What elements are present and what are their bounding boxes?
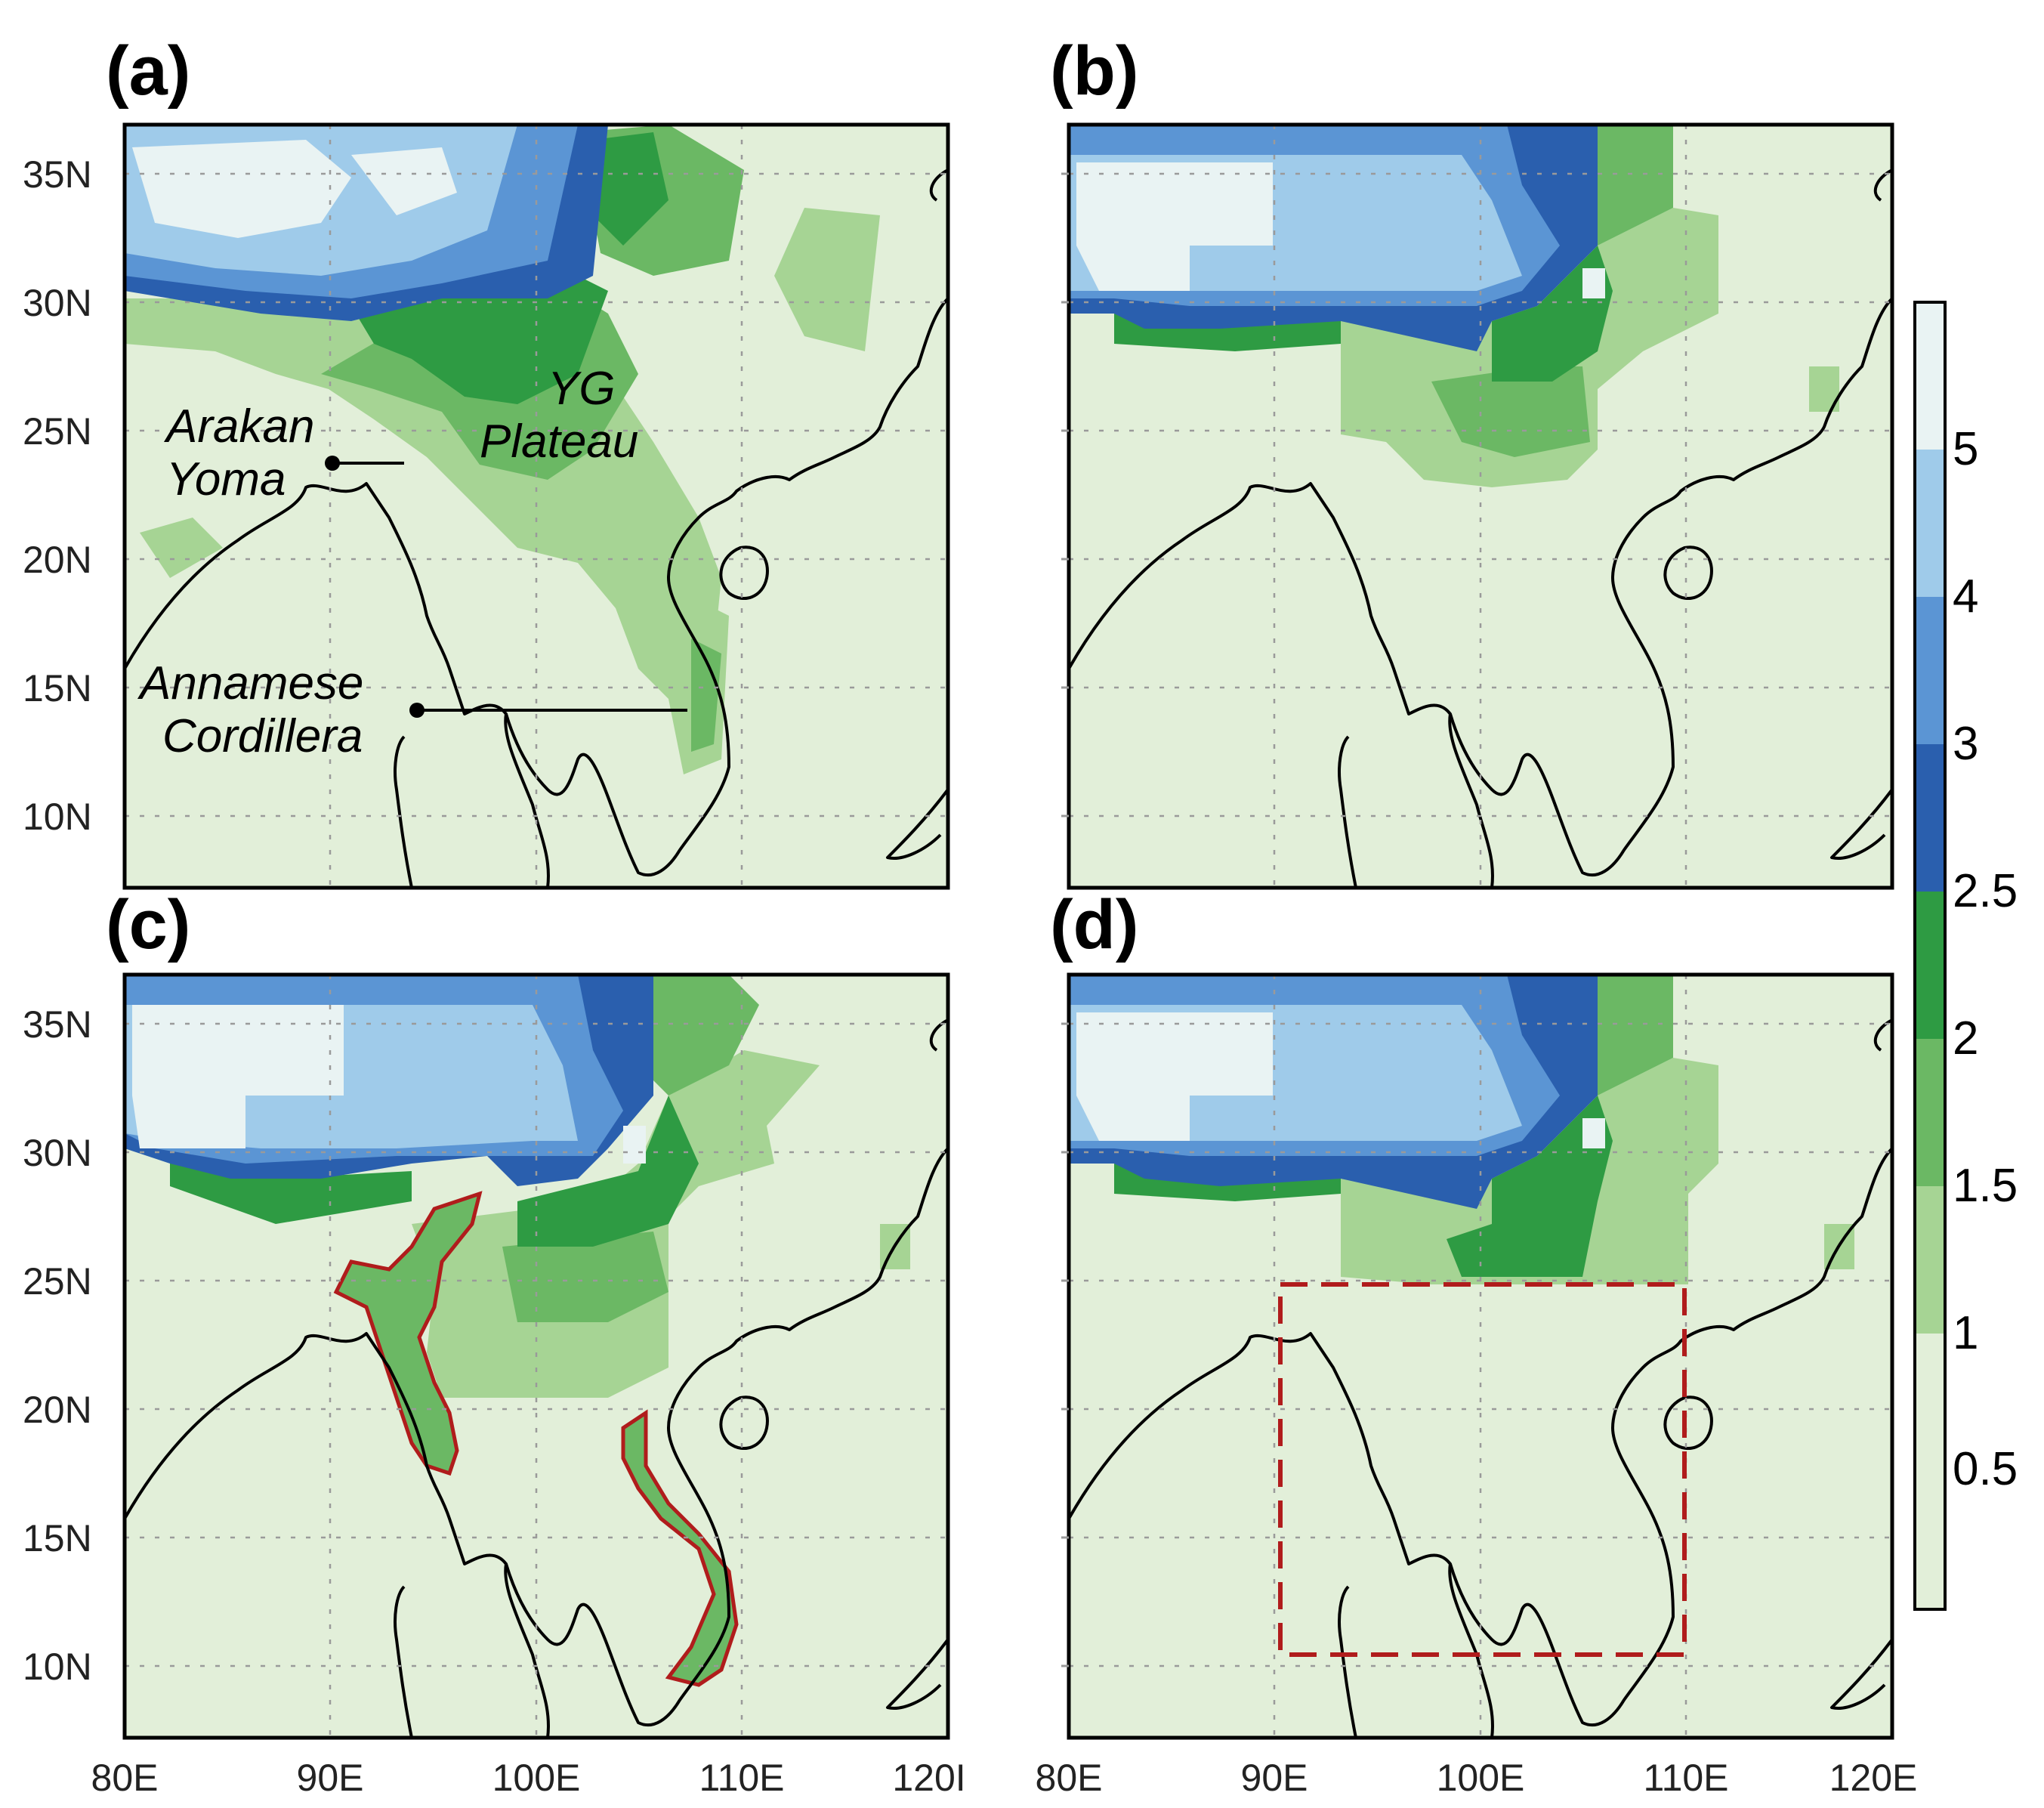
annotation-annamese-cordillera: Annamese Cordillera	[137, 657, 687, 762]
svg-text:20N: 20N	[23, 539, 92, 581]
svg-text:10N: 10N	[23, 796, 92, 838]
svg-text:Cordillera: Cordillera	[162, 710, 363, 762]
svg-text:35N: 35N	[23, 153, 92, 196]
lat-axis-top: 35N 30N 25N 20N 15N 10N	[23, 153, 92, 838]
annotation-yg-plateau: YG Plateau	[480, 363, 638, 468]
svg-text:Annamese: Annamese	[137, 657, 363, 709]
svg-text:90E: 90E	[1241, 1757, 1308, 1799]
svg-text:80E: 80E	[91, 1757, 159, 1799]
svg-text:30N: 30N	[23, 1132, 92, 1174]
colorbar-tick-1: 1	[1953, 1307, 1978, 1359]
annotation-arakan-yoma: Arakan Yoma	[163, 400, 404, 505]
colorbar-tick-2-5: 2.5	[1953, 865, 2018, 917]
colorbar-segment-3	[1915, 597, 1945, 744]
colorbar: 5 4 3 2.5 2 1.5 1 0.5	[1913, 301, 2018, 1611]
panel-label-c: (c)	[106, 886, 190, 963]
colorbar-segment-8	[1915, 1334, 1945, 1609]
svg-text:25N: 25N	[23, 410, 92, 453]
colorbar-tick-4: 4	[1953, 570, 1978, 623]
svg-text:15N: 15N	[23, 1517, 92, 1559]
colorbar-tick-2: 2	[1953, 1012, 1978, 1065]
panel-c	[122, 972, 950, 1740]
svg-text:30N: 30N	[23, 282, 92, 324]
lat-axis-bottom: 35N 30N 25N 20N 15N 10N	[23, 1003, 92, 1688]
svg-text:110E: 110E	[1643, 1757, 1728, 1799]
colorbar-segment-4	[1915, 744, 1945, 892]
panel-label-a: (a)	[106, 32, 190, 110]
svg-text:15N: 15N	[23, 667, 92, 709]
svg-text:110E: 110E	[699, 1757, 784, 1799]
colorbar-segment-7	[1915, 1186, 1945, 1334]
svg-text:100E: 100E	[492, 1757, 581, 1799]
panel-label-d: (d)	[1050, 886, 1138, 963]
svg-text:80E: 80E	[1036, 1757, 1103, 1799]
lon-axis-right: 80E 90E 100E 110E 120E	[1036, 1757, 1918, 1799]
svg-text:25N: 25N	[23, 1260, 92, 1303]
panel-label-b: (b)	[1050, 32, 1138, 110]
lon-axis-left: 80E 90E 100E 110E 120I	[91, 1757, 966, 1799]
svg-text:YG: YG	[548, 363, 616, 415]
svg-text:35N: 35N	[23, 1003, 92, 1046]
colorbar-tick-1-5: 1.5	[1953, 1160, 2018, 1212]
svg-text:90E: 90E	[297, 1757, 364, 1799]
panel-d	[1067, 972, 1894, 1740]
colorbar-segment-5	[1915, 892, 1945, 1039]
svg-text:Yoma: Yoma	[166, 453, 286, 505]
colorbar-tick-5: 5	[1953, 423, 1978, 475]
colorbar-tick-3: 3	[1953, 718, 1978, 770]
region-box	[1278, 1282, 1687, 1657]
svg-text:Plateau: Plateau	[480, 416, 638, 468]
svg-text:120I: 120I	[892, 1757, 965, 1799]
svg-text:120E: 120E	[1829, 1757, 1918, 1799]
svg-text:Arakan: Arakan	[163, 400, 314, 453]
panel-b	[1067, 122, 1894, 890]
colorbar-tick-0-5: 0.5	[1953, 1443, 2018, 1495]
colorbar-segment-6	[1915, 1039, 1945, 1186]
colorbar-segment-1	[1915, 302, 1945, 450]
svg-text:10N: 10N	[23, 1646, 92, 1688]
svg-text:100E: 100E	[1437, 1757, 1525, 1799]
panel-a: Arakan Yoma YG Plateau Annamese Cordille…	[122, 122, 950, 890]
colorbar-segment-2	[1915, 450, 1945, 597]
svg-text:20N: 20N	[23, 1389, 92, 1431]
